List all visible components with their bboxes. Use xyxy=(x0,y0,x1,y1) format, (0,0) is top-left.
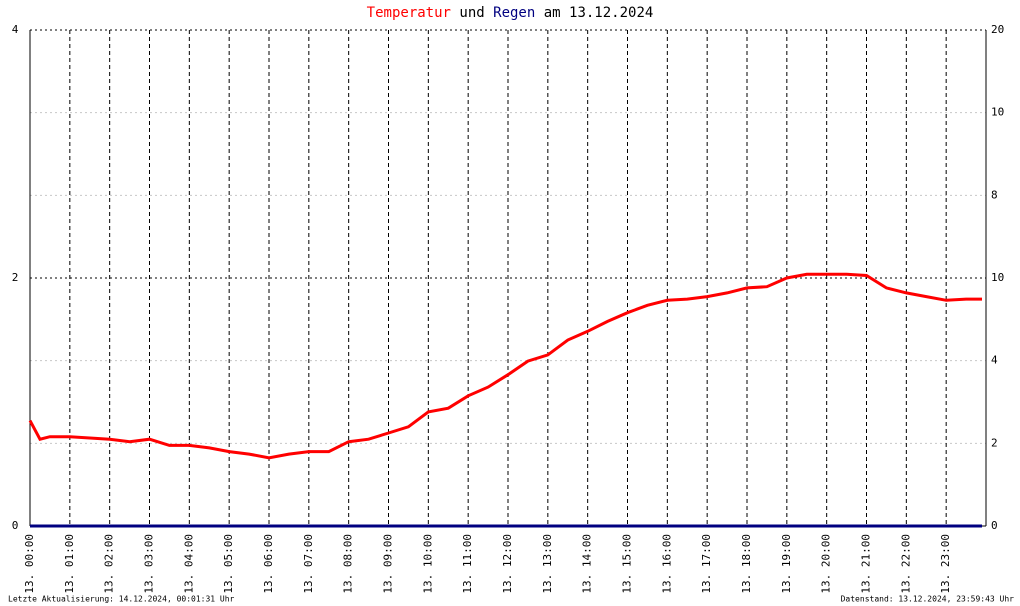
x-tick-label: 13. 16:00 xyxy=(660,534,673,594)
x-tick-label: 13. 09:00 xyxy=(382,534,395,594)
x-tick-label: 13. 14:00 xyxy=(581,534,594,594)
x-tick-label: 13. 20:00 xyxy=(820,534,833,594)
x-tick-label: 13. 18:00 xyxy=(740,534,753,594)
title-temp: Temperatur xyxy=(367,5,451,21)
series-line xyxy=(28,272,982,460)
x-tick-label: 13. 05:00 xyxy=(222,534,235,594)
y-tick-label: 0 xyxy=(12,519,19,532)
x-tick-label: 13. 12:00 xyxy=(501,534,514,594)
y2-tick-label: 8 xyxy=(991,188,998,201)
x-tick-label: 13. 03:00 xyxy=(143,534,156,594)
title-suffix: am 13.12.2024 xyxy=(544,5,654,21)
footer-right: Datenstand: 13.12.2024, 23:59:43 Uhr xyxy=(841,595,1015,604)
x-tick-label: 13. 13:00 xyxy=(541,534,554,594)
x-tick-label: 13. 21:00 xyxy=(860,534,873,594)
y2-tick-label: 4 xyxy=(991,354,998,367)
title-rain: Regen xyxy=(493,5,535,21)
x-tick-label: 13. 06:00 xyxy=(262,534,275,594)
x-tick-label: 13. 00:00 xyxy=(23,534,36,594)
y2-tick-label: 2 xyxy=(991,436,998,449)
y2-tick-label: 20 xyxy=(991,23,1004,36)
x-tick-label: 13. 23:00 xyxy=(939,534,952,594)
y2-tick-label: 10 xyxy=(991,106,1004,119)
x-tick-label: 13. 17:00 xyxy=(700,534,713,594)
x-tick-label: 13. 01:00 xyxy=(63,534,76,594)
x-tick-label: 13. 08:00 xyxy=(342,534,355,594)
x-tick-label: 13. 04:00 xyxy=(182,534,195,594)
x-tick-label: 13. 19:00 xyxy=(780,534,793,594)
title-joiner: und xyxy=(459,5,484,21)
y-tick-label: 2 xyxy=(12,271,19,284)
y-tick-label: 4 xyxy=(12,23,19,36)
chart-title: Temperatur und Regen am 13.12.2024 xyxy=(367,5,654,21)
x-tick-label: 13. 11:00 xyxy=(461,534,474,594)
footer-left: Letzte Aktualisierung: 14.12.2024, 00:01… xyxy=(8,595,235,604)
x-tick-label: 13. 10:00 xyxy=(421,534,434,594)
x-tick-label: 13. 22:00 xyxy=(899,534,912,594)
y2-tick-label: 0 xyxy=(991,519,998,532)
y2-tick-label: 10 xyxy=(991,271,1004,284)
x-tick-label: 13. 02:00 xyxy=(103,534,116,594)
x-tick-label: 13. 07:00 xyxy=(302,534,315,594)
x-tick-label: 13. 15:00 xyxy=(621,534,634,594)
